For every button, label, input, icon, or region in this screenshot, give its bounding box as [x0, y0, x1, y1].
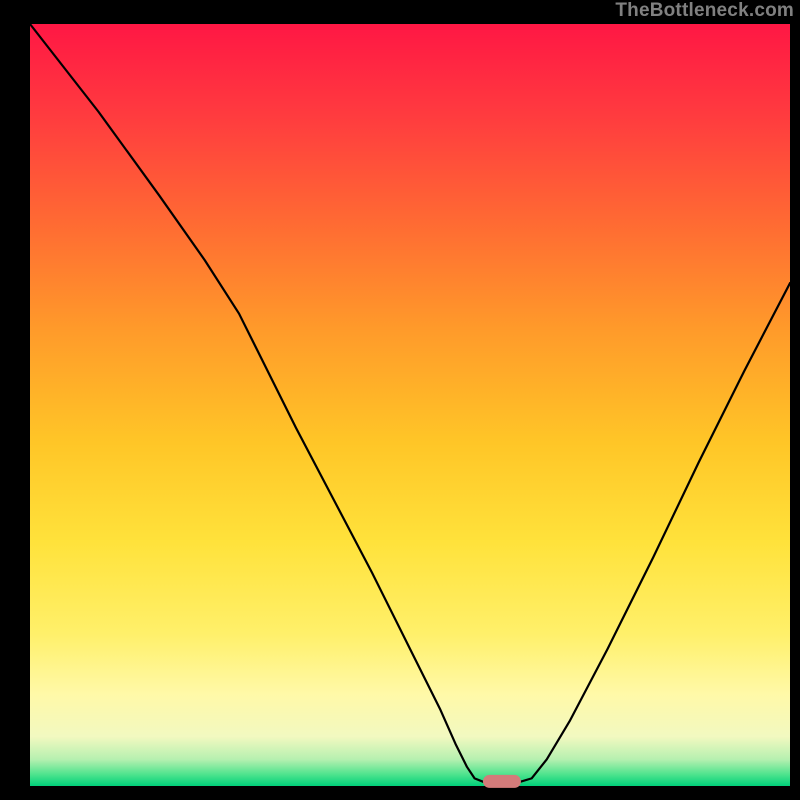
bottleneck-chart — [0, 0, 800, 800]
plot-background — [30, 24, 790, 786]
optimal-marker — [483, 775, 521, 788]
chart-frame: TheBottleneck.com — [0, 0, 800, 800]
attribution-label: TheBottleneck.com — [615, 0, 794, 22]
